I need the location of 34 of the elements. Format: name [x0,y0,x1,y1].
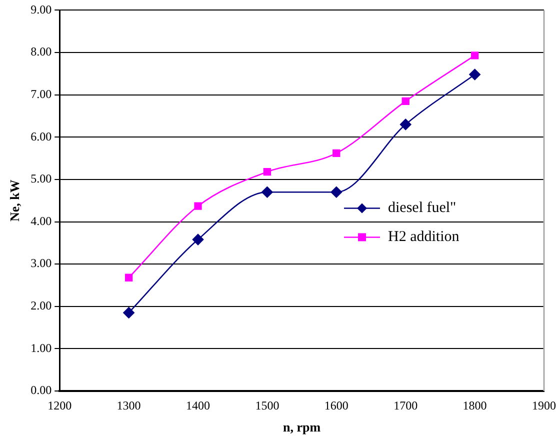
x-axis-title: n, rpm [283,420,321,435]
y-tick-label: 9.00 [30,2,52,16]
legend-label: H2 addition [388,229,460,246]
point [470,52,479,60]
point [263,168,272,176]
y-tick-label: 5.00 [30,172,52,186]
point [402,97,410,105]
point [332,149,340,158]
x-tick-label: 1300 [116,398,141,412]
point [262,186,273,198]
y-tick-label: 1.00 [30,340,52,355]
y-tick-label: 6.00 [30,129,52,144]
point [123,307,134,318]
y-tick-label: 2.00 [30,298,52,313]
y-axis-title: Ne, kW [7,180,22,222]
point [124,274,133,282]
x-tick-label: 1700 [394,398,418,412]
point [192,234,204,246]
x-tick-label: 1500 [255,398,280,412]
x-tick-label: 1900 [532,398,556,412]
x-tick-label: 1200 [48,398,72,412]
y-tick-label: 8.00 [30,44,52,59]
x-tick-label: 1800 [462,398,487,412]
y-tick-label: 7.00 [30,86,52,101]
y-tick-label: 0.00 [30,383,52,398]
y-tick-label: 3.00 [30,256,52,270]
point [194,202,202,210]
legend-label: diesel fuel" [388,200,456,216]
point [400,118,412,130]
y-tick-label: 4.00 [30,214,52,228]
point [330,186,342,198]
x-tick-label: 1600 [324,398,348,412]
x-tick-label: 1400 [186,398,210,412]
point [469,68,480,80]
